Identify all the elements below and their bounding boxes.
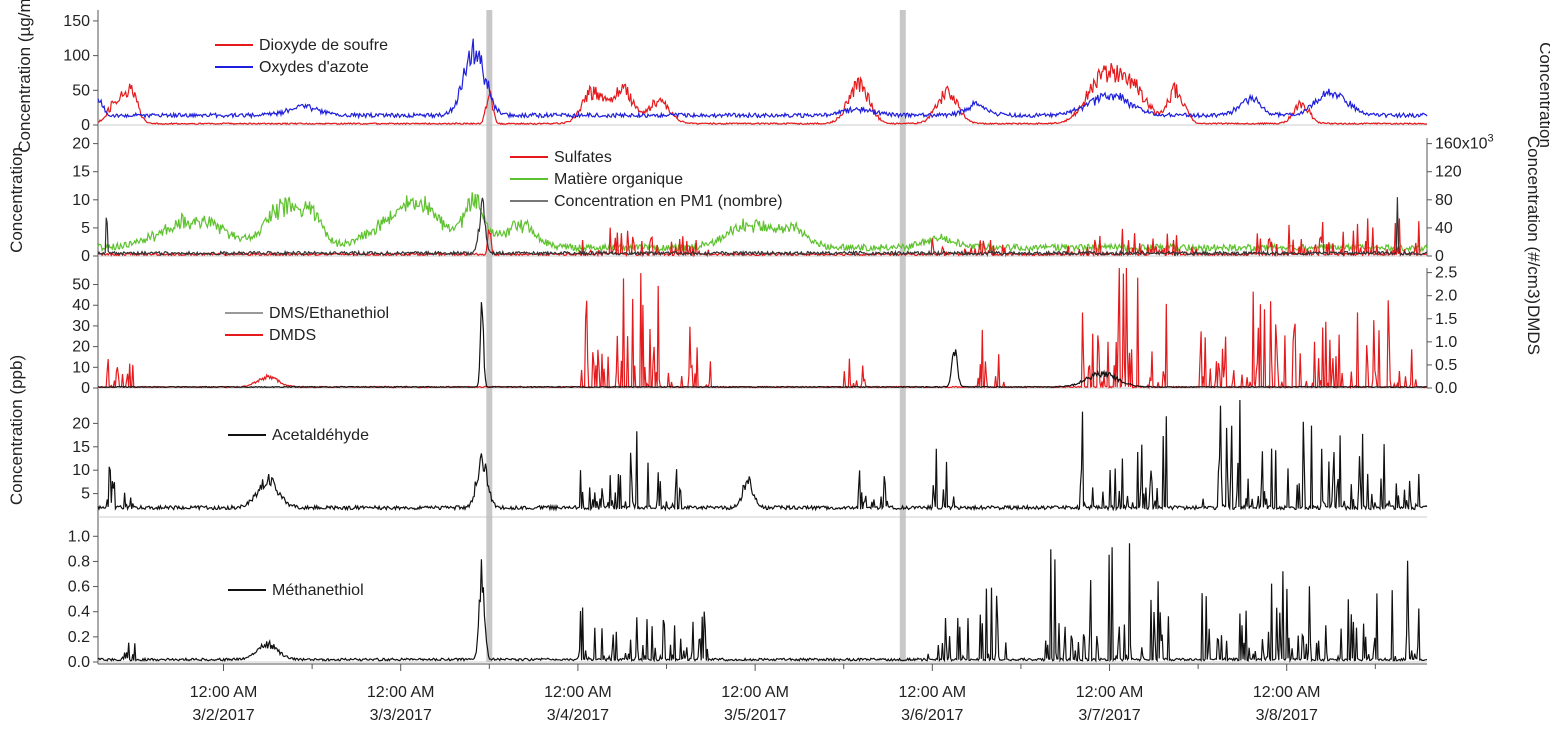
right-tick-label-aerosol-4: 160x103: [1435, 133, 1494, 153]
y-axis-title-gas: Concentration (µg/m3): [15, 0, 34, 153]
ytick-label-acetaldehyde-1: 10: [72, 462, 90, 479]
xtick-date-label-1: 3/3/2017: [370, 707, 432, 724]
y-axis-title-acetaldehyde: Concentration (ppb): [7, 355, 26, 505]
series-line-gas-0: [97, 63, 1427, 126]
legend-label-acetaldehyde-0: Acetaldéhyde: [272, 427, 369, 444]
right-axis-title-sulfur: DMDS: [1524, 305, 1543, 355]
legend-label-gas-0: Dioxyde de soufre: [259, 37, 388, 54]
highlight-band-1: [486, 10, 493, 662]
right-tick-label-aerosol-0: 0: [1435, 248, 1444, 265]
ytick-label-methanethiol-3: 0.6: [68, 579, 90, 596]
ytick-label-aerosol-0: 0: [81, 248, 90, 265]
ytick-label-methanethiol-1: 0.2: [68, 629, 90, 646]
xtick-date-label-3: 3/5/2017: [724, 707, 786, 724]
ytick-label-methanethiol-0: 0.0: [68, 654, 90, 671]
xtick-time-label-5: 12:00 AM: [1076, 684, 1144, 701]
series-line-acetaldehyde-0: [97, 399, 1428, 512]
legend-label-methanethiol-0: Méthanethiol: [272, 582, 364, 599]
right-axis-title-aerosol: Concentration (#/cm3): [1524, 136, 1543, 304]
right-tick-label-aerosol-2: 80: [1435, 192, 1453, 209]
ytick-label-acetaldehyde-2: 15: [72, 439, 90, 456]
xtick-date-label-5: 3/7/2017: [1078, 707, 1140, 724]
ytick-label-acetaldehyde-3: 20: [72, 415, 90, 432]
series-line-aerosol-2: [97, 197, 1428, 257]
highlight-band-2: [899, 10, 906, 662]
xtick-time-label-6: 12:00 AM: [1253, 684, 1321, 701]
right-tick-label-sulfur-3: 1.5: [1435, 311, 1457, 328]
legend-label-gas-1: Oxydes d'azote: [259, 59, 369, 76]
xtick-time-label-4: 12:00 AM: [899, 684, 967, 701]
ytick-label-gas-3: 150: [63, 13, 90, 30]
ytick-label-methanethiol-2: 0.4: [68, 604, 90, 621]
right-tick-label-sulfur-1: 0.5: [1435, 357, 1457, 374]
y-axis-title-aerosol: Concentration: [7, 147, 26, 253]
ytick-label-gas-1: 50: [72, 82, 90, 99]
xtick-time-label-3: 12:00 AM: [721, 684, 789, 701]
right-tick-label-sulfur-4: 2.0: [1435, 288, 1457, 305]
ytick-label-gas-2: 100: [63, 48, 90, 65]
right-tick-label-sulfur-2: 1.0: [1435, 334, 1457, 351]
legend-label-aerosol-2: Concentration en PM1 (nombre): [554, 193, 783, 210]
ytick-label-sulfur-2: 20: [72, 339, 90, 356]
right-tick-label-aerosol-1: 40: [1435, 220, 1453, 237]
series-line-aerosol-0: [97, 192, 1428, 254]
right-tick-label-sulfur-5: 2.5: [1435, 265, 1457, 282]
ytick-label-methanethiol-4: 0.8: [68, 553, 90, 570]
legend-label-aerosol-0: Sulfates: [554, 149, 612, 166]
ytick-label-methanethiol-5: 1.0: [68, 528, 90, 545]
legend-label-aerosol-1: Matière organique: [554, 171, 683, 188]
series-line-sulfur-1: [97, 302, 1428, 389]
xtick-date-label-4: 3/6/2017: [901, 707, 963, 724]
legend-label-sulfur-1: DMDS: [269, 327, 316, 344]
series-line-aerosol-1: [98, 218, 1428, 258]
legend-label-sulfur-0: DMS/Ethanethiol: [269, 305, 389, 322]
xtick-time-label-1: 12:00 AM: [367, 684, 435, 701]
ytick-label-sulfur-0: 0: [81, 380, 90, 397]
ytick-label-aerosol-1: 5: [81, 220, 90, 237]
series-line-methanethiol-0: [97, 543, 1428, 663]
xtick-date-label-2: 3/4/2017: [547, 707, 609, 724]
xtick-time-label-0: 12:00 AM: [190, 684, 258, 701]
ytick-label-sulfur-5: 50: [72, 277, 90, 294]
ytick-label-sulfur-1: 10: [72, 359, 90, 376]
right-tick-label-sulfur-0: 0.0: [1435, 380, 1457, 397]
ytick-label-aerosol-3: 15: [72, 164, 90, 181]
ytick-label-aerosol-2: 10: [72, 192, 90, 209]
xtick-date-label-6: 3/8/2017: [1256, 707, 1318, 724]
right-tick-label-aerosol-3: 120: [1435, 164, 1462, 181]
series-line-gas-1: [97, 38, 1428, 120]
xtick-time-label-2: 12:00 AM: [544, 684, 612, 701]
ytick-label-aerosol-4: 20: [72, 136, 90, 153]
ytick-label-sulfur-4: 40: [72, 297, 90, 314]
ytick-label-gas-0: 0: [81, 117, 90, 134]
ytick-label-sulfur-3: 30: [72, 318, 90, 335]
xtick-date-label-0: 3/2/2017: [192, 707, 254, 724]
ytick-label-acetaldehyde-0: 5: [81, 486, 90, 503]
right-axis-title-gas: Concentration: [1536, 42, 1550, 148]
